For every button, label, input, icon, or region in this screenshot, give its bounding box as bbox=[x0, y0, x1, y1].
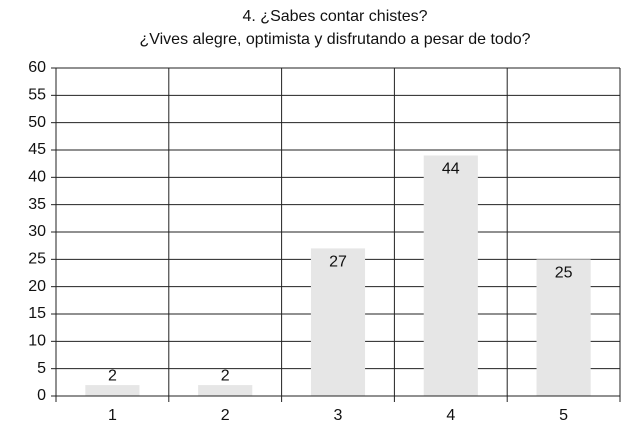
chart-title: 4. ¿Sabes contar chistes? bbox=[243, 8, 428, 25]
y-tick-label: 30 bbox=[28, 223, 46, 240]
y-tick-label: 35 bbox=[28, 196, 46, 213]
bar bbox=[423, 155, 478, 396]
bar bbox=[536, 259, 591, 396]
chart-subtitle: ¿Vives alegre, optimista y disfrutando a… bbox=[139, 31, 530, 48]
y-tick-label: 25 bbox=[28, 251, 46, 268]
x-tick-label: 4 bbox=[446, 407, 455, 424]
bar bbox=[85, 385, 140, 396]
bar bbox=[198, 385, 253, 396]
bar bbox=[310, 248, 366, 396]
y-tick-label: 5 bbox=[37, 360, 46, 377]
y-tick-label: 50 bbox=[28, 114, 46, 131]
x-tick-label: 3 bbox=[334, 407, 343, 424]
data-label: 2 bbox=[108, 367, 117, 384]
y-tick-label: 40 bbox=[28, 169, 46, 186]
data-label: 25 bbox=[555, 265, 573, 282]
y-tick-label: 20 bbox=[28, 278, 46, 295]
data-label: 2 bbox=[221, 367, 230, 384]
x-tick-label: 5 bbox=[559, 407, 568, 424]
data-label: 27 bbox=[329, 254, 347, 271]
y-tick-label: 15 bbox=[28, 305, 46, 322]
x-tick-label: 1 bbox=[108, 407, 117, 424]
y-tick-label: 45 bbox=[28, 141, 46, 158]
y-tick-label: 10 bbox=[28, 333, 46, 350]
y-tick-label: 60 bbox=[28, 59, 46, 76]
y-tick-label: 0 bbox=[37, 387, 46, 404]
x-tick-label: 2 bbox=[221, 407, 230, 424]
data-label: 44 bbox=[442, 161, 460, 178]
y-tick-label: 55 bbox=[28, 87, 46, 104]
